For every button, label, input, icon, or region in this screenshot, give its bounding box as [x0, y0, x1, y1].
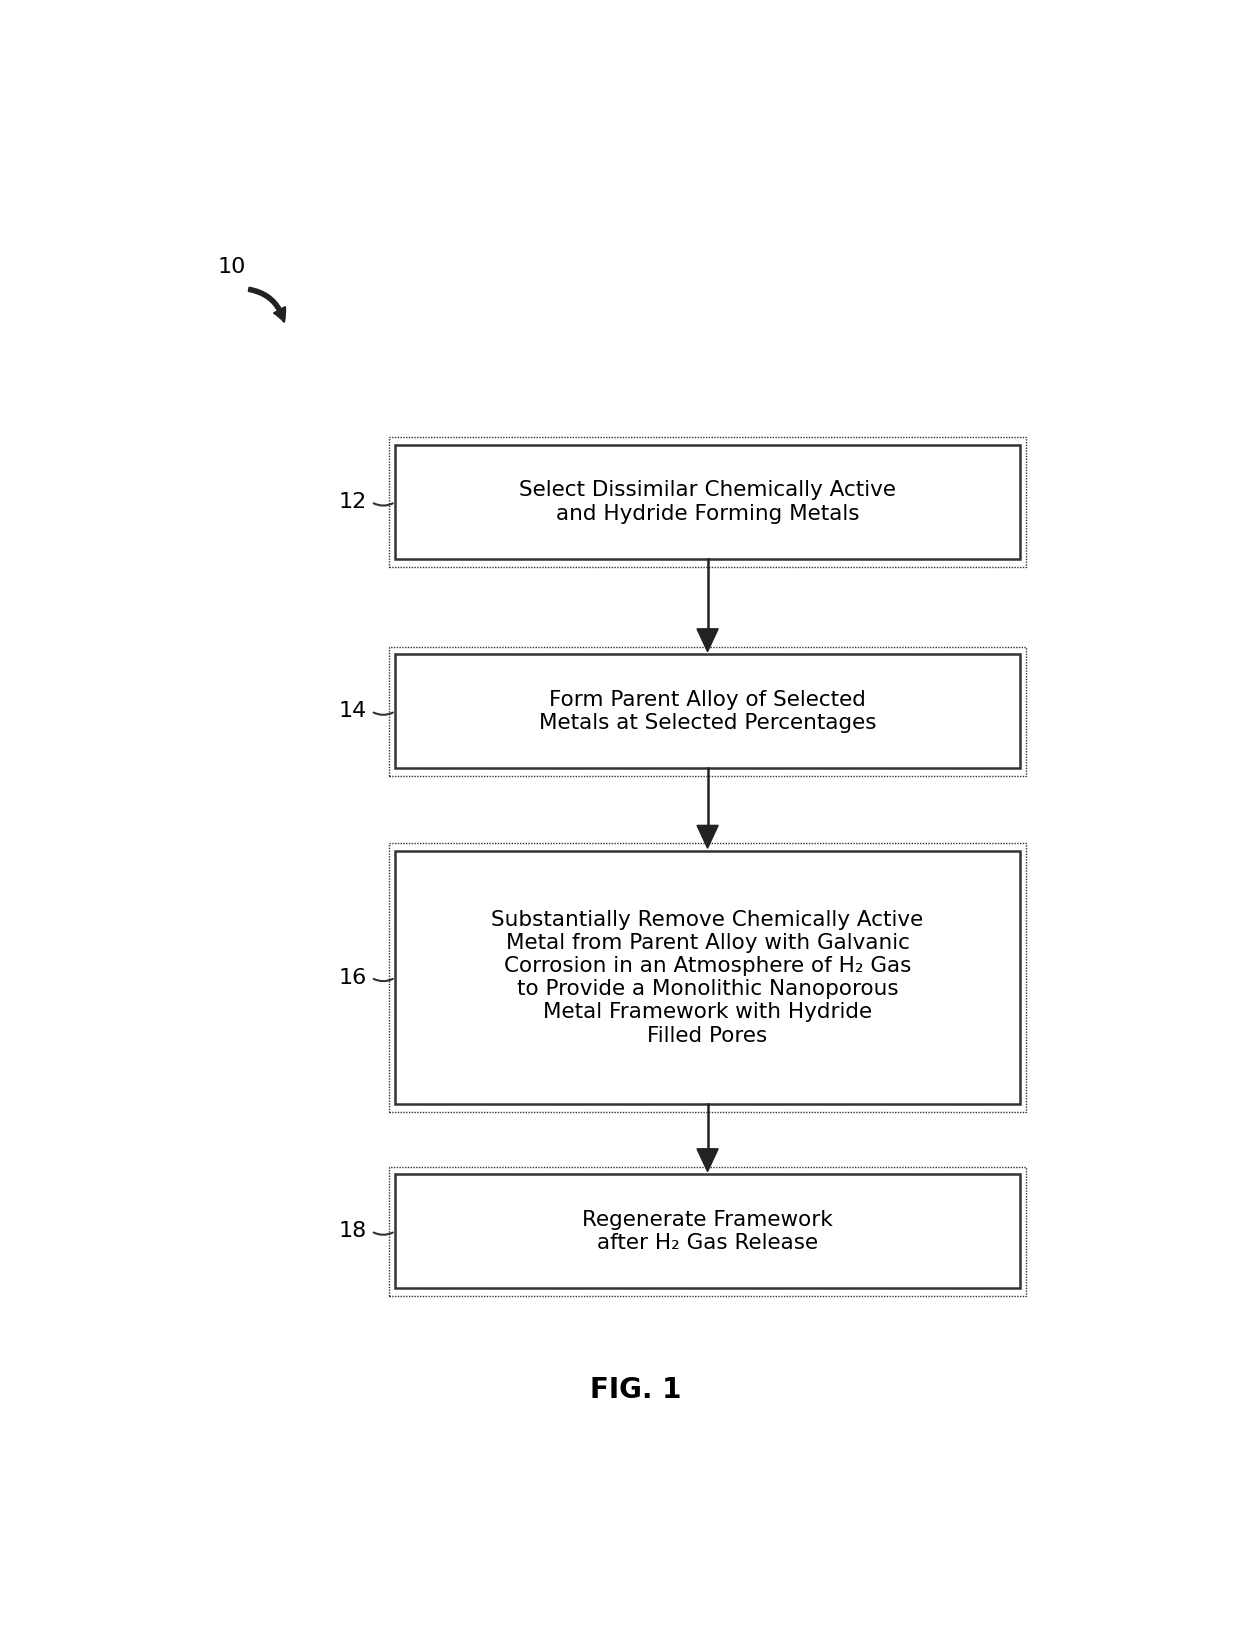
Polygon shape [697, 629, 718, 652]
Text: Select Dissimilar Chemically Active
and Hydride Forming Metals: Select Dissimilar Chemically Active and … [520, 481, 897, 524]
Text: Substantially Remove Chemically Active
Metal from Parent Alloy with Galvanic
Cor: Substantially Remove Chemically Active M… [491, 909, 924, 1046]
FancyBboxPatch shape [396, 851, 1019, 1105]
Text: 18: 18 [339, 1220, 367, 1242]
Text: Regenerate Framework
after H₂ Gas Release: Regenerate Framework after H₂ Gas Releas… [583, 1209, 833, 1253]
FancyArrowPatch shape [373, 504, 393, 506]
Polygon shape [697, 825, 718, 848]
Polygon shape [697, 1150, 718, 1171]
FancyArrowPatch shape [249, 288, 285, 321]
Text: 10: 10 [217, 257, 246, 277]
FancyArrowPatch shape [373, 978, 393, 982]
Text: 14: 14 [339, 702, 367, 721]
Text: Form Parent Alloy of Selected
Metals at Selected Percentages: Form Parent Alloy of Selected Metals at … [539, 690, 877, 733]
FancyArrowPatch shape [373, 713, 393, 715]
Text: 12: 12 [339, 492, 367, 512]
FancyBboxPatch shape [396, 1174, 1019, 1288]
Text: FIG. 1: FIG. 1 [590, 1375, 681, 1403]
FancyBboxPatch shape [396, 445, 1019, 558]
FancyBboxPatch shape [396, 654, 1019, 769]
Text: 16: 16 [339, 967, 367, 988]
FancyArrowPatch shape [373, 1232, 393, 1235]
